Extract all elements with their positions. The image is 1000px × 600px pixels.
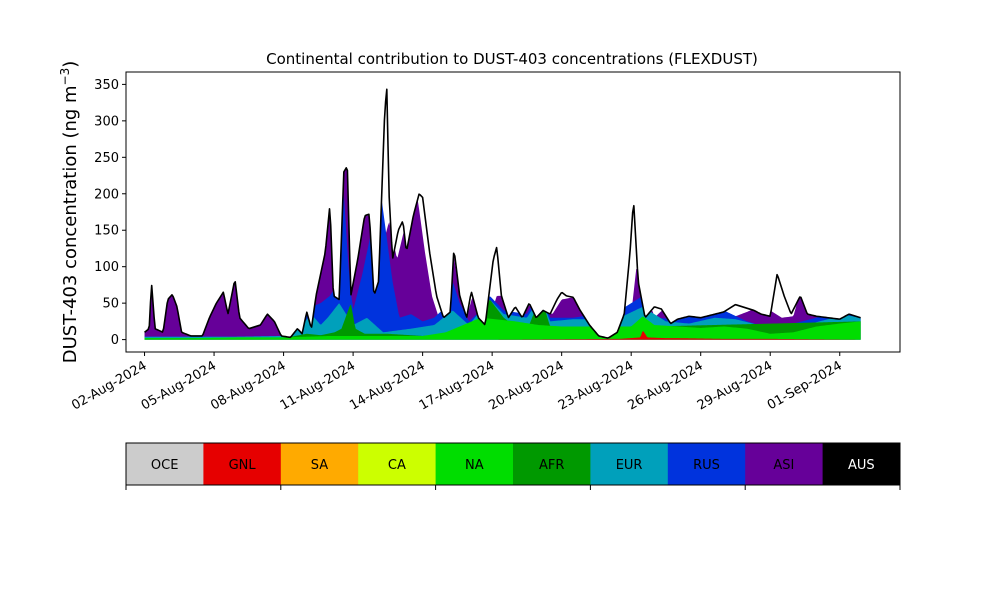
y-tick-label: 0 (111, 333, 119, 348)
colorbar-label-afr: AFR (539, 458, 564, 473)
x-tick-label: 26-Aug-2024 (625, 358, 705, 413)
area-series-na (144, 316, 861, 340)
x-tick-label: 05-Aug-2024 (139, 358, 219, 413)
plot-frame (125, 71, 901, 353)
x-axis-ticks: 02-Aug-202405-Aug-202408-Aug-202411-Aug-… (69, 352, 845, 414)
colorbar-swatch-sa (280, 443, 359, 485)
region-colorbar: OCE GNL SA CA NA AFR EUR RUS ASI AUS (125, 442, 901, 490)
y-tick-label: 200 (94, 187, 119, 202)
y-axis-label-close: ) (60, 61, 81, 68)
colorbar-swatch-gnl (203, 443, 282, 485)
x-tick-label: 20-Aug-2024 (486, 358, 566, 413)
x-tick-label: 02-Aug-2024 (69, 358, 149, 413)
colorbar-swatch-afr (513, 443, 591, 485)
x-tick-label: 08-Aug-2024 (208, 358, 288, 413)
x-tick-label: 14-Aug-2024 (347, 358, 427, 413)
x-tick-label: 01-Sep-2024 (765, 358, 845, 413)
area-series-asi (144, 167, 861, 340)
y-tick-label: 350 (94, 78, 119, 93)
area-series-rus (144, 193, 861, 340)
chart-title: Continental contribution to DUST-403 con… (266, 50, 758, 68)
colorbar-label-rus: RUS (693, 458, 720, 473)
colorbar-label-na: NA (465, 458, 484, 473)
colorbar-swatch-rus (667, 443, 746, 485)
y-tick-label: 150 (94, 224, 119, 239)
svg-text:DUST-403 concentration (ng m−3: DUST-403 concentration (ng m−3) (58, 61, 81, 364)
x-tick-label: 29-Aug-2024 (695, 358, 775, 413)
colorbar-swatch-eur (590, 443, 669, 485)
colorbar-swatch-na (435, 443, 514, 485)
colorbar-label-ca: CA (388, 458, 406, 473)
colorbar-label-sa: SA (311, 458, 328, 473)
colorbar-label-gnl: GNL (229, 458, 257, 473)
colorbar-label-oce: OCE (151, 458, 179, 473)
colorbar-frame (125, 442, 901, 486)
y-tick-label: 100 (94, 260, 119, 275)
x-tick-label: 23-Aug-2024 (556, 358, 636, 413)
plot-area: 0 50 100 150 200 250 300 350 02-Aug-202405-Aug-… (69, 71, 901, 414)
y-axis-label-exponent: −3 (58, 68, 72, 86)
x-tick-label: 17-Aug-2024 (417, 358, 497, 413)
colorbar-label-asi: ASI (773, 458, 794, 473)
y-axis-label-main: DUST-403 concentration (ng m (60, 85, 81, 363)
stacked-areas (144, 167, 861, 340)
total-outline (144, 88, 861, 339)
y-tick-label: 250 (94, 151, 119, 166)
colorbar-label-eur: EUR (616, 458, 643, 473)
colorbar-swatch-asi (745, 443, 824, 485)
x-tick-label: 11-Aug-2024 (278, 358, 358, 413)
y-axis-label: DUST-403 concentration (ng m−3) (58, 61, 81, 364)
y-tick-label: 300 (94, 114, 119, 129)
colorbar-swatch-oce (126, 443, 204, 485)
y-tick-label: 50 (102, 297, 119, 312)
colorbar-label-aus: AUS (848, 458, 875, 473)
total-concentration-line (144, 88, 861, 339)
y-axis-ticks: 0 50 100 150 200 250 300 350 (94, 78, 126, 348)
colorbar-swatch-aus (822, 443, 901, 485)
colorbar-swatch-ca (358, 443, 437, 485)
